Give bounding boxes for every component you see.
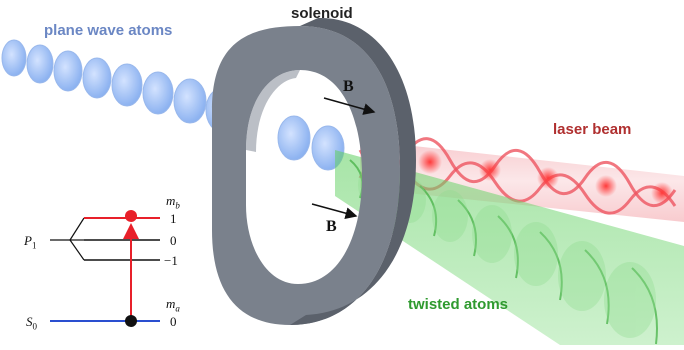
level-label-minus1: −1: [164, 253, 178, 268]
field-label-top: B: [343, 78, 354, 95]
solenoid-label: solenoid: [291, 5, 353, 22]
mb-label: mb: [166, 193, 180, 211]
solenoid-ring: [212, 17, 416, 325]
plane-wave-atoms-label: plane wave atoms: [44, 22, 173, 39]
ma-label: ma: [166, 296, 180, 314]
excited-state-dot: [125, 210, 137, 222]
energy-level-diagram: [50, 210, 160, 327]
level-label-plus1: 1: [170, 211, 177, 226]
field-label-bottom: B: [326, 218, 337, 235]
laser-beam-label: laser beam: [553, 121, 632, 138]
field-arrow-top: [323, 97, 376, 115]
field-arrow-bottom: [311, 203, 358, 220]
twisted-atoms-label: twisted atoms: [408, 296, 509, 313]
ground-state-dot: [125, 315, 137, 327]
ground-level-label: 0: [170, 314, 177, 329]
lower-state-label: S0: [26, 314, 37, 332]
upper-state-label: P1: [24, 233, 37, 251]
level-label-0: 0: [170, 233, 177, 248]
